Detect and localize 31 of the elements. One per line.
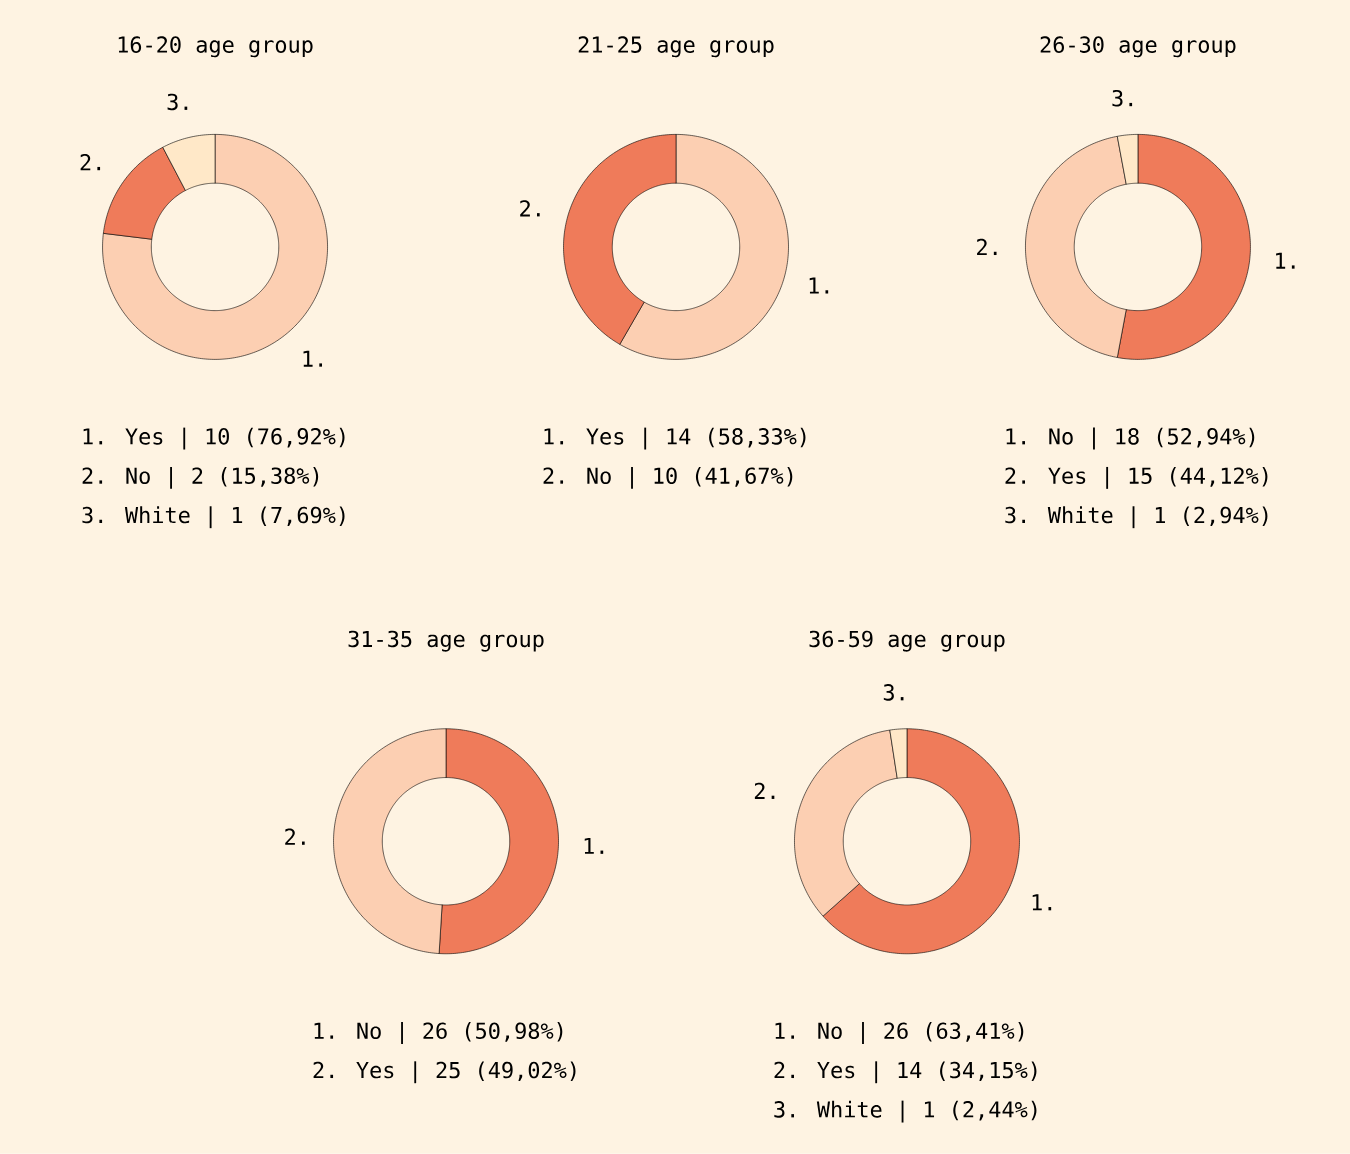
text: 2. Yes | 25 (49,02%) bbox=[313, 1061, 576, 1084]
slice-label: 1. bbox=[584, 837, 604, 854]
chart-title: 16-20 age group bbox=[118, 36, 313, 58]
slice-label: 3. bbox=[167, 93, 188, 111]
text: 2. No | 2 (15,38%) bbox=[82, 467, 319, 489]
text: 1. No | 18 (52,94%) bbox=[1006, 427, 1255, 450]
text: 3. White | 1 (2,44%) bbox=[774, 1100, 1037, 1123]
slice-label: 1. bbox=[1032, 894, 1052, 911]
text: 3. White | 1 (7,69%) bbox=[82, 506, 345, 529]
slice-label: 2. bbox=[285, 828, 305, 845]
text: 2. No | 10 (41,67%) bbox=[543, 467, 793, 489]
chart-title: 31-35 age group bbox=[348, 630, 544, 652]
slice-label: 2. bbox=[754, 782, 775, 799]
slice-label: 2. bbox=[80, 154, 101, 171]
slice-label: 1. bbox=[1276, 252, 1295, 269]
chart-title: 36-59 age group bbox=[809, 630, 1005, 652]
chart-title: 26-30 age group bbox=[1040, 36, 1236, 58]
slice-label: 3. bbox=[883, 684, 904, 701]
slice-label: 1. bbox=[809, 277, 829, 294]
slice-label: 2. bbox=[977, 238, 997, 256]
text: 1. Yes | 14 (58,33%) bbox=[544, 427, 806, 450]
text: 1. No | 26 (50,98%) bbox=[314, 1022, 563, 1044]
text: 1. No | 26 (63,41%) bbox=[775, 1022, 1024, 1044]
slice-label: 1. bbox=[303, 350, 322, 367]
slice-label: 3. bbox=[1112, 89, 1133, 107]
slice-label: 2. bbox=[520, 200, 540, 217]
text: 2. Yes | 14 (34,15%) bbox=[774, 1061, 1037, 1084]
chart-title: 21-25 age group bbox=[578, 36, 774, 58]
text: 3. White | 1 (2,94%) bbox=[1005, 506, 1268, 529]
text: 2. Yes | 15 (44,12%) bbox=[1005, 467, 1268, 489]
text: 1. Yes | 10 (76,92%) bbox=[83, 427, 345, 450]
